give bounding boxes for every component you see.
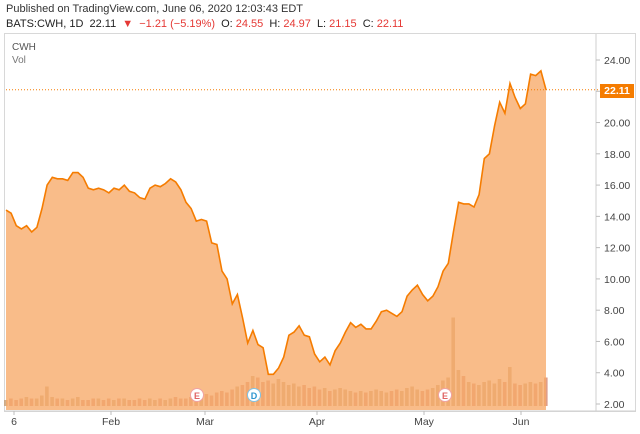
legend-volume: Vol [12,55,26,66]
y-axis: 24.0022.0020.0018.0016.0014.0012.0010.00… [595,34,630,411]
symbol-header: BATS:CWH, 1D 22.11 ▼ −1.21 (−5.19%) O: 24… [6,18,406,30]
open-value: 24.55 [235,18,264,30]
y-tick-label: 18.00 [604,149,630,161]
symbol-label[interactable]: BATS:CWH, 1D [6,18,84,30]
price-area-fill [6,70,546,411]
y-tick-label: 10.00 [604,274,630,286]
x-tick-label: Mar [196,416,215,428]
x-axis: 6 Feb Mar Apr May Jun [4,410,636,428]
y-tick-label: 16.00 [604,180,630,192]
close-value: 22.11 [376,18,404,30]
y-tick-label: 14.00 [604,211,630,223]
publisher-caption: Published on TradingView.com, June 06, 2… [6,3,303,15]
y-tick-label: 8.00 [604,305,625,317]
earnings-marker-icon[interactable]: E [438,388,452,402]
y-tick-label: 6.00 [604,336,625,348]
high-value: 24.97 [283,18,311,30]
price-area [5,69,599,411]
x-tick-label: May [414,416,435,428]
x-tick-label: Jun [513,416,530,428]
x-tick-label: 6 [11,416,17,428]
price-change: −1.21 (−5.19%) [139,18,216,30]
price-line [5,69,547,376]
legend-symbol: CWH [12,42,36,53]
low-label: L: [316,18,327,30]
x-tick-label: Apr [309,416,326,428]
close-label: C: [362,18,374,30]
x-tick-label: Feb [102,416,120,428]
current-price-badge: 22.11 [600,84,634,98]
y-tick-label: 24.00 [604,55,630,67]
low-value: 21.15 [329,18,357,30]
y-tick-label: 4.00 [604,368,625,380]
dividend-marker-icon[interactable]: D [247,388,261,402]
last-price: 22.11 [89,18,117,30]
y-tick-label: 2.00 [604,399,625,411]
y-tick-label: 20.00 [604,118,630,130]
open-label: O: [221,18,233,30]
y-tick-label: 12.00 [604,243,630,255]
earnings-marker-icon[interactable]: E [190,388,204,402]
volume-bar [4,400,8,406]
high-label: H: [269,18,281,30]
down-arrow-icon: ▼ [122,18,134,30]
